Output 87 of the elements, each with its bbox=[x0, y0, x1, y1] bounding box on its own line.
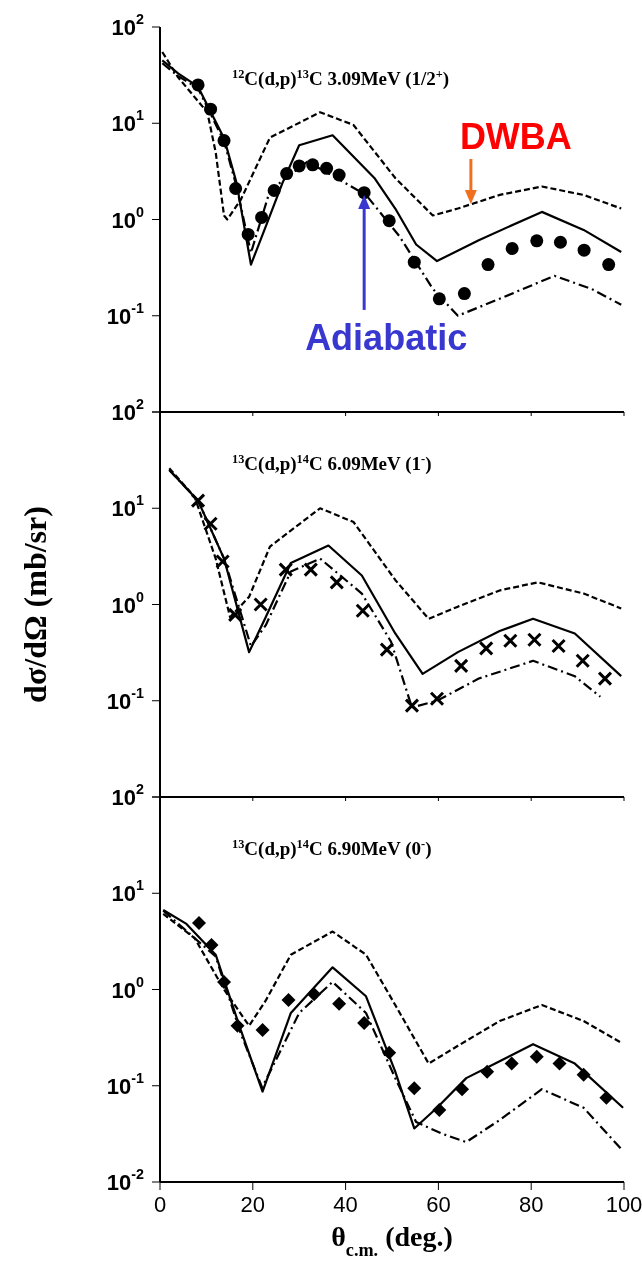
point bbox=[526, 632, 542, 648]
point bbox=[306, 158, 320, 172]
point bbox=[553, 235, 567, 249]
y-tick-label: 10$^{1}$ bbox=[111, 107, 145, 136]
point bbox=[480, 1064, 495, 1079]
y-tick-label: 10$^{-1}$ bbox=[106, 1069, 145, 1099]
point bbox=[278, 562, 294, 578]
point bbox=[432, 292, 446, 306]
point bbox=[255, 210, 269, 224]
point bbox=[504, 1056, 519, 1071]
point bbox=[597, 671, 613, 687]
x-tick-label: 100 bbox=[605, 1192, 642, 1217]
point bbox=[255, 1022, 270, 1037]
point bbox=[478, 640, 494, 656]
point bbox=[357, 1015, 372, 1030]
annotation: Adiabatic bbox=[305, 316, 468, 358]
point bbox=[217, 134, 231, 148]
point bbox=[505, 241, 519, 255]
text: $^{13}$C(d,p)$^{14}$C 6.09MeV (1$^{-}$) bbox=[232, 452, 432, 475]
point bbox=[502, 633, 518, 649]
point bbox=[481, 258, 495, 272]
point bbox=[191, 78, 205, 92]
point bbox=[253, 597, 269, 612]
point bbox=[215, 553, 231, 569]
point bbox=[217, 974, 232, 989]
point bbox=[227, 607, 243, 623]
y-tick-label: 10$^{2}$ bbox=[111, 11, 145, 40]
point bbox=[357, 186, 371, 200]
x-tick-label: 60 bbox=[426, 1192, 451, 1217]
y-tick-label: 10$^{-2}$ bbox=[106, 1166, 145, 1195]
point bbox=[229, 181, 243, 195]
point bbox=[382, 214, 396, 228]
point bbox=[332, 168, 346, 182]
text: $^{12}$C(d,p)$^{13}$C 3.09MeV (1/2$^{+}$) bbox=[232, 67, 450, 90]
point bbox=[407, 255, 421, 269]
point bbox=[551, 638, 567, 654]
point bbox=[241, 227, 255, 241]
point bbox=[404, 698, 420, 714]
y-axis-title: dσ/dΩ (mb/sr) bbox=[17, 506, 53, 703]
point bbox=[602, 258, 616, 272]
point bbox=[204, 937, 219, 952]
annotation: DWBA bbox=[459, 115, 572, 157]
point bbox=[307, 987, 322, 1002]
x-tick-label: 40 bbox=[333, 1192, 358, 1217]
point bbox=[577, 243, 591, 257]
point bbox=[204, 102, 218, 116]
point bbox=[355, 603, 371, 619]
y-tick-label: 10$^{0}$ bbox=[111, 588, 145, 617]
point bbox=[379, 642, 395, 658]
y-tick-label: 10$^{1}$ bbox=[111, 492, 145, 521]
x-tick-label: 80 bbox=[518, 1192, 544, 1217]
point bbox=[332, 996, 347, 1011]
point bbox=[203, 516, 219, 532]
point bbox=[455, 1082, 470, 1097]
y-tick-label: 10$^{-1}$ bbox=[106, 299, 145, 329]
x-axis-title: θ$_{c.m.}$ (deg.) bbox=[331, 1221, 453, 1260]
point bbox=[190, 493, 206, 509]
point bbox=[429, 691, 445, 707]
y-tick-label: 10$^{1}$ bbox=[111, 877, 145, 906]
point bbox=[320, 161, 334, 175]
point bbox=[191, 916, 206, 931]
y-tick-label: 10$^{0}$ bbox=[111, 973, 145, 1002]
point bbox=[457, 287, 471, 301]
y-tick-label: 10$^{-1}$ bbox=[106, 684, 145, 714]
point bbox=[599, 1090, 614, 1105]
y-tick-label: 10$^{2}$ bbox=[111, 396, 145, 425]
point bbox=[407, 1081, 422, 1096]
point bbox=[280, 167, 294, 181]
point bbox=[230, 1018, 245, 1033]
y-tick-label: 10$^{2}$ bbox=[111, 781, 145, 810]
point bbox=[267, 184, 281, 198]
point bbox=[576, 1067, 591, 1082]
point bbox=[382, 1045, 397, 1060]
point bbox=[292, 159, 306, 173]
point bbox=[529, 1049, 544, 1064]
point bbox=[530, 234, 544, 248]
x-tick-label: 20 bbox=[240, 1192, 266, 1217]
point bbox=[329, 574, 345, 590]
y-tick-label: 10$^{0}$ bbox=[111, 203, 145, 232]
point bbox=[453, 658, 469, 674]
point bbox=[552, 1056, 567, 1071]
point bbox=[432, 1102, 447, 1117]
point bbox=[575, 653, 591, 669]
point bbox=[303, 562, 319, 578]
x-tick-label: 0 bbox=[153, 1192, 167, 1217]
point bbox=[281, 992, 296, 1007]
text: $^{13}$C(d,p)$^{14}$C 6.90MeV (0$^{-}$) bbox=[232, 837, 432, 860]
